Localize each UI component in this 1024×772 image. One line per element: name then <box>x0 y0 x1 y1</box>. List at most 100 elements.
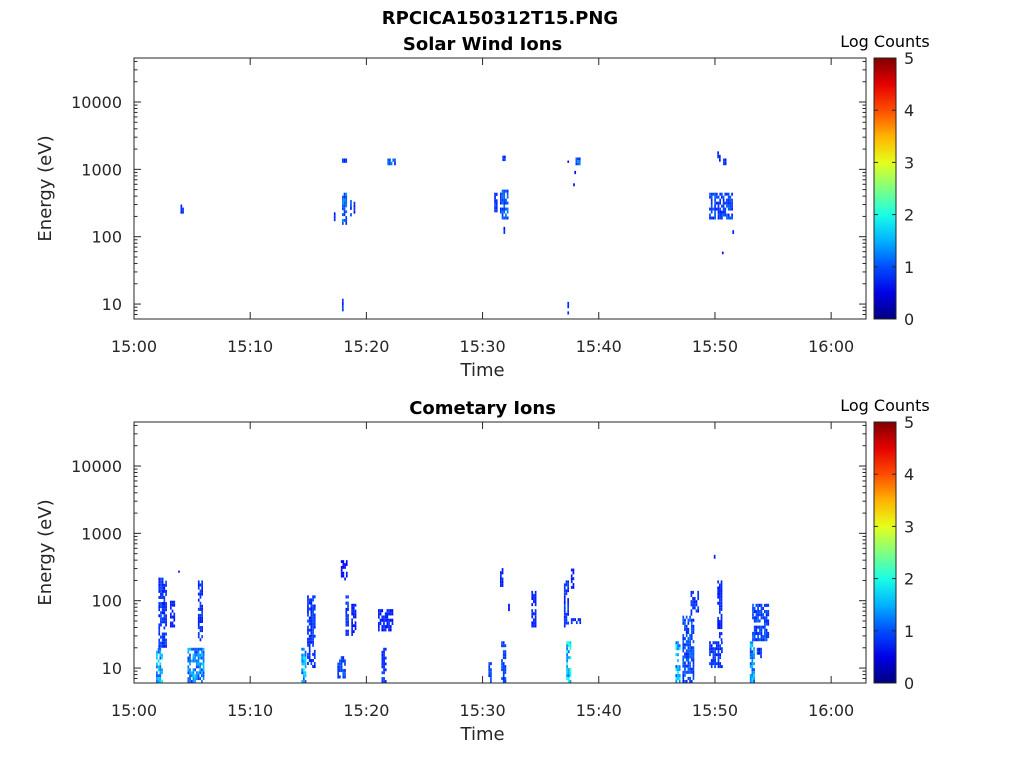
heatmap-cell <box>762 638 765 642</box>
y-axis: 10 100 1000 10000 <box>71 424 866 684</box>
heatmap-cell <box>308 598 311 602</box>
heatmap-cell <box>201 629 203 633</box>
heatmap-cell <box>720 595 723 599</box>
heatmap-cell <box>753 674 755 678</box>
heatmap-cell <box>342 571 345 575</box>
heatmap-cell <box>307 652 309 656</box>
heatmap-cell <box>304 680 307 683</box>
colorbar-tick-label: 4 <box>904 465 914 484</box>
heatmap-cell <box>755 616 758 620</box>
heatmap-cell <box>566 641 568 645</box>
heatmap-cell <box>351 630 353 633</box>
heatmap-cell <box>753 606 756 611</box>
heatmap-blob <box>732 230 735 234</box>
heatmap-cell <box>159 662 162 666</box>
heatmap-cell <box>718 583 721 587</box>
heatmap-cell <box>690 603 693 607</box>
heatmap-cell <box>714 653 716 657</box>
heatmap-cell <box>506 189 509 193</box>
heatmap-cell <box>712 650 715 654</box>
heatmap-cell <box>753 650 755 654</box>
heatmap-cell <box>201 674 203 678</box>
heatmap-cell <box>312 613 314 617</box>
heatmap-cell <box>566 665 568 669</box>
heatmap-cell <box>312 607 314 611</box>
heatmap-cell <box>566 674 568 678</box>
heatmap-cell <box>678 680 681 683</box>
heatmap-cell <box>570 574 573 578</box>
heatmap-cell <box>504 653 507 657</box>
heatmap-cell <box>340 662 343 666</box>
heatmap-blob <box>350 200 352 217</box>
heatmap-cell <box>567 621 569 625</box>
heatmap-cell <box>690 627 693 631</box>
heatmap-cell <box>351 633 353 636</box>
heatmap-cell <box>567 656 570 660</box>
heatmap-cell <box>751 641 754 645</box>
heatmap-cell <box>189 674 191 678</box>
x-axis: 15:00 15:10 15:20 15:30 15:40 15:50 16:00 <box>111 58 854 356</box>
heatmap-cell <box>500 195 502 199</box>
heatmap-cell <box>308 652 311 656</box>
heatmap-cell <box>165 614 167 618</box>
heatmap-cell <box>685 655 688 659</box>
heatmap-cell <box>312 625 314 629</box>
heatmap-cell <box>310 604 313 608</box>
heatmap-cells <box>156 554 770 683</box>
heatmap-cell <box>692 603 694 607</box>
heatmap-cell <box>502 671 505 675</box>
heatmap-cell <box>503 210 506 214</box>
heatmap-cell <box>677 659 679 663</box>
heatmap-cell <box>502 665 505 669</box>
heatmap-cell <box>201 653 203 657</box>
heatmap-cell <box>717 662 720 666</box>
heatmap-cell <box>578 160 581 163</box>
heatmap-cell <box>717 659 720 663</box>
heatmap-cell <box>301 647 304 651</box>
heatmap-blob <box>682 615 695 683</box>
heatmap-cell <box>687 621 690 625</box>
heatmap-cell <box>163 608 166 612</box>
heatmap-cell <box>533 624 535 628</box>
heatmap-cell <box>751 644 754 648</box>
heatmap-cell <box>340 659 343 663</box>
heatmap-cell <box>389 158 391 162</box>
heatmap-cell <box>765 619 768 623</box>
heatmap-cell <box>160 580 162 584</box>
heatmap-cell <box>312 595 314 599</box>
heatmap-cell <box>719 644 722 648</box>
heatmap-cell <box>717 589 719 593</box>
heatmap-cell <box>718 632 721 636</box>
heatmap-blob <box>341 298 344 312</box>
heatmap-cell <box>534 618 537 622</box>
heatmap-cell <box>301 671 304 675</box>
heatmap-cell <box>383 621 385 626</box>
heatmap-cell <box>753 610 756 614</box>
heatmap-cell <box>682 661 685 665</box>
heatmap-cell <box>697 609 700 613</box>
heatmap-cell <box>757 610 759 614</box>
heatmap-cell <box>157 680 160 683</box>
heatmap-cell <box>727 201 730 205</box>
heatmap-cell <box>685 664 688 668</box>
heatmap-cell <box>310 631 313 635</box>
heatmap-cell <box>384 647 387 651</box>
heatmap-cell <box>495 192 498 196</box>
heatmap-cell <box>158 583 161 587</box>
heatmap-cell <box>710 665 713 669</box>
heatmap-cell <box>189 659 191 663</box>
heatmap-cell <box>310 598 313 602</box>
heatmap-cell <box>303 653 305 657</box>
heatmap-cell <box>163 617 166 621</box>
heatmap-cell <box>695 600 698 604</box>
heatmap-cell <box>500 201 502 205</box>
heatmap-cell <box>182 207 184 211</box>
heatmap-cell <box>351 618 353 622</box>
heatmap-cell <box>767 635 770 639</box>
heatmap-cell <box>160 592 162 596</box>
heatmap-cell <box>715 195 718 199</box>
heatmap-cell <box>572 618 575 622</box>
heatmap-cell <box>721 665 723 669</box>
heatmap-cell <box>341 158 344 163</box>
